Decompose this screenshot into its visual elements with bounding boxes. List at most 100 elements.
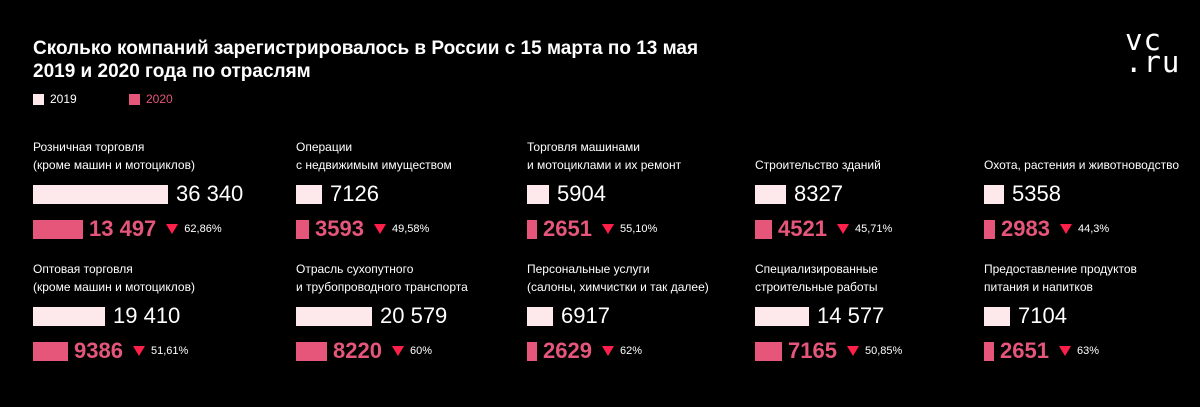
change-percent: 50,85% xyxy=(864,345,903,357)
value-2020: 2983 xyxy=(1001,216,1050,241)
industry-label: Предоставление продуктов питания и напитк… xyxy=(984,260,1137,296)
industry-label-line: Предоставление продуктов xyxy=(984,262,1137,276)
industry-label-line: Торговля машинами xyxy=(527,140,640,154)
industry-item: Предоставление продуктов питания и напитк… xyxy=(984,256,1200,366)
industry-label-line: (кроме машин и мотоциклов) xyxy=(33,158,195,172)
down-arrow-icon xyxy=(373,224,386,234)
industry-item: Торговля машинами и мотоциклами и их ремо… xyxy=(527,134,757,244)
value-2020: 9386 xyxy=(74,338,123,363)
row-2020: 4521 45,71% xyxy=(755,216,892,242)
change-percent: 62,86% xyxy=(184,223,222,235)
industry-item: Отрасль сухопутного и трубопроводного тра… xyxy=(296,256,526,366)
down-arrow-icon xyxy=(391,346,404,356)
value-2019: 7126 xyxy=(330,181,379,206)
industry-label: Отрасль сухопутного и трубопроводного тра… xyxy=(296,260,468,296)
legend-item-2019: 2019 xyxy=(33,92,77,106)
industry-label-line: Розничная торговля xyxy=(33,140,145,154)
industry-item: Специализированные строительные работы 14 … xyxy=(755,256,985,366)
row-2020: 7165 50,85% xyxy=(755,338,902,364)
industry-label-line: Персональные услуги xyxy=(527,262,650,276)
industry-item: Охота, растения и животноводство 5358 2983… xyxy=(984,134,1200,244)
change-percent: 45,71% xyxy=(854,223,893,235)
value-2020: 2651 xyxy=(1000,338,1049,363)
industry-label: Розничная торговля (кроме машин и мотоцик… xyxy=(33,138,195,174)
row-2019: 20 579 xyxy=(296,303,447,329)
value-2020: 13 497 xyxy=(89,216,157,241)
industry-label-line: строительные работы xyxy=(755,280,878,294)
legend-label-2019: 2019 xyxy=(50,92,77,106)
industry-label-line: и мотоциклами и их ремонт xyxy=(527,158,682,172)
legend-label-2020: 2020 xyxy=(146,92,173,106)
down-arrow-icon xyxy=(601,346,614,356)
industry-label: Персональные услуги (салоны, химчистки и … xyxy=(527,260,709,296)
bar-2019 xyxy=(984,306,1010,326)
row-2020: 2983 44,3% xyxy=(984,216,1109,242)
bar-2019 xyxy=(527,184,549,204)
chart-title-line-1: Сколько компаний зарегистрировалось в Ро… xyxy=(33,38,699,59)
logo-line-1: vc xyxy=(1125,23,1162,57)
value-2020: 4521 xyxy=(778,216,827,241)
change-percent: 63% xyxy=(1076,345,1099,357)
value-2019: 36 340 xyxy=(176,181,244,206)
bar-2019 xyxy=(527,306,553,326)
industry-item: Персональные услуги (салоны, химчистки и … xyxy=(527,256,757,366)
row-2019: 5904 xyxy=(527,181,606,207)
row-2020: 9386 51,61% xyxy=(33,338,188,364)
value-2019: 6917 xyxy=(561,303,610,328)
industry-label-line: Специализированные xyxy=(755,262,878,276)
row-2020: 8220 60% xyxy=(296,338,432,364)
industry-item: Оптовая торговля (кроме машин и мотоцикло… xyxy=(33,256,263,366)
down-arrow-icon xyxy=(836,224,849,234)
industry-item: Операции с недвижимым имуществом 7126 3593 4… xyxy=(296,134,526,244)
value-2019: 5358 xyxy=(1012,181,1061,206)
bar-2020 xyxy=(755,341,782,361)
value-2019: 19 410 xyxy=(113,303,181,328)
value-2020: 2629 xyxy=(543,338,592,363)
industry-label-line: с недвижимым имуществом xyxy=(296,158,452,172)
industry-label: Оптовая торговля (кроме машин и мотоцикло… xyxy=(33,260,195,296)
change-percent: 60% xyxy=(409,345,432,357)
industry-item: Розничная торговля (кроме машин и мотоцик… xyxy=(33,134,263,244)
value-2019: 8327 xyxy=(794,181,843,206)
bar-2019 xyxy=(755,184,786,204)
down-arrow-icon xyxy=(1058,346,1071,356)
value-2019: 20 579 xyxy=(380,303,448,328)
bar-2020 xyxy=(755,219,772,239)
change-percent: 51,61% xyxy=(150,345,189,357)
change-percent: 44,3% xyxy=(1077,223,1110,235)
row-2019: 19 410 xyxy=(33,303,180,329)
legend-swatch-2019 xyxy=(33,93,44,105)
legend-swatch-2020 xyxy=(129,93,140,105)
row-2019: 7126 xyxy=(296,181,379,207)
bar-2020 xyxy=(33,219,83,239)
down-arrow-icon xyxy=(601,224,614,234)
industry-label-line: питания и напитков xyxy=(984,280,1093,294)
industry-label-line: (кроме машин и мотоциклов) xyxy=(33,280,195,294)
bar-2019 xyxy=(33,184,168,204)
value-2019: 14 577 xyxy=(817,303,885,328)
value-2020: 7165 xyxy=(788,338,837,363)
industry-label-line: (салоны, химчистки и так далее) xyxy=(527,280,709,294)
bar-2019 xyxy=(33,306,105,326)
value-2020: 2651 xyxy=(543,216,592,241)
down-arrow-icon xyxy=(1059,224,1072,234)
value-2020: 3593 xyxy=(315,216,364,241)
row-2019: 14 577 xyxy=(755,303,884,329)
bar-2020 xyxy=(527,341,537,361)
industry-label: Охота, растения и животноводство xyxy=(984,156,1179,174)
industry-label: Специализированные строительные работы xyxy=(755,260,878,296)
row-2019: 6917 xyxy=(527,303,610,329)
change-percent: 49,58% xyxy=(391,223,430,235)
industry-label-line: Операции xyxy=(296,140,353,154)
row-2020: 2651 55,10% xyxy=(527,216,657,242)
bar-2020 xyxy=(984,341,994,361)
legend-item-2020: 2020 xyxy=(129,92,173,106)
value-2019: 7104 xyxy=(1018,303,1067,328)
industry-label: Торговля машинами и мотоциклами и их ремо… xyxy=(527,138,681,174)
change-percent: 62% xyxy=(619,345,642,357)
logo-line-2: .ru xyxy=(1125,45,1181,79)
down-arrow-icon xyxy=(166,224,179,234)
row-2019: 36 340 xyxy=(33,181,243,207)
chart-title-line-2: 2019 и 2020 года по отраслям xyxy=(33,61,311,82)
down-arrow-icon xyxy=(132,346,145,356)
